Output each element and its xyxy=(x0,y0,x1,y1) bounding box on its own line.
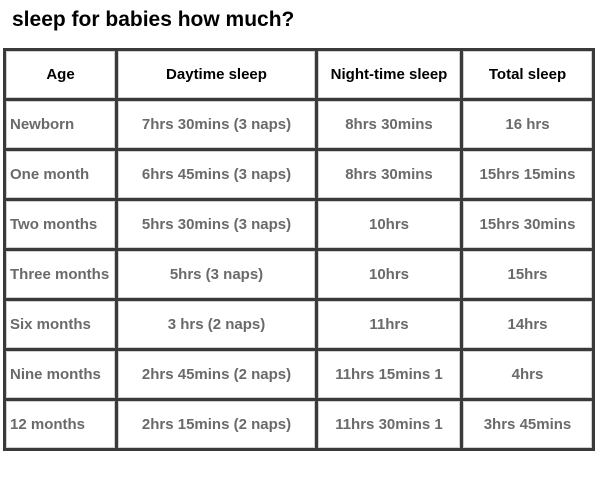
column-header: Daytime sleep xyxy=(115,48,318,101)
sleep-cell: 2hrs 45mins (2 naps) xyxy=(115,348,318,401)
sleep-cell: 8hrs 30mins xyxy=(315,98,463,151)
age-cell: Two months xyxy=(3,198,118,251)
table-row: Newborn 7hrs 30mins (3 naps) 8hrs 30mins 16… xyxy=(3,98,595,151)
sleep-cell: 4hrs xyxy=(460,348,595,401)
sleep-cell: 3hrs 45mins xyxy=(460,398,595,451)
sleep-cell: 15hrs 30mins xyxy=(460,198,595,251)
table-row: Three months 5hrs (3 naps) 10hrs 15hrs xyxy=(3,248,595,301)
sleep-cell: 7hrs 30mins (3 naps) xyxy=(115,98,318,151)
sleep-cell: 5hrs 30mins (3 naps) xyxy=(115,198,318,251)
sleep-cell: 14hrs xyxy=(460,298,595,351)
age-cell: Nine months xyxy=(3,348,118,401)
page-title: sleep for babies how much? xyxy=(12,8,295,31)
age-cell: Three months xyxy=(3,248,118,301)
age-cell: 12 months xyxy=(3,398,118,451)
sleep-cell: 3 hrs (2 naps) xyxy=(115,298,318,351)
sleep-cell: 6hrs 45mins (3 naps) xyxy=(115,148,318,201)
sleep-cell: 10hrs xyxy=(315,198,463,251)
sleep-cell: 10hrs xyxy=(315,248,463,301)
age-cell: Six months xyxy=(3,298,118,351)
column-header: Age xyxy=(3,48,118,101)
table-row: One month 6hrs 45mins (3 naps) 8hrs 30mins… xyxy=(3,148,595,201)
table-row: 12 months 2hrs 15mins (2 naps) 11hrs 30min… xyxy=(3,398,595,451)
sleep-cell: 15hrs 15mins xyxy=(460,148,595,201)
table-body: Newborn 7hrs 30mins (3 naps) 8hrs 30mins 16… xyxy=(3,98,595,451)
table-row: Six months 3 hrs (2 naps) 11hrs 14hrs xyxy=(3,298,595,351)
sleep-cell: 11hrs 15mins 1 xyxy=(315,348,463,401)
header-row: Age Daytime sleep Night-time sleep Total sl… xyxy=(3,48,595,101)
column-header: Night-time sleep xyxy=(315,48,463,101)
sleep-cell: 15hrs xyxy=(460,248,595,301)
age-cell: Newborn xyxy=(3,98,118,151)
table-row: Two months 5hrs 30mins (3 naps) 10hrs 15hrs… xyxy=(3,198,595,251)
sleep-table: Age Daytime sleep Night-time sleep Total sl… xyxy=(3,48,595,451)
sleep-cell: 11hrs 30mins 1 xyxy=(315,398,463,451)
sleep-cell: 8hrs 30mins xyxy=(315,148,463,201)
sleep-cell: 2hrs 15mins (2 naps) xyxy=(115,398,318,451)
age-cell: One month xyxy=(3,148,118,201)
sleep-cell: 16 hrs xyxy=(460,98,595,151)
table-row: Nine months 2hrs 45mins (2 naps) 11hrs 15m… xyxy=(3,348,595,401)
column-header: Total sleep xyxy=(460,48,595,101)
sleep-cell: 5hrs (3 naps) xyxy=(115,248,318,301)
sleep-cell: 11hrs xyxy=(315,298,463,351)
table-head: Age Daytime sleep Night-time sleep Total sl… xyxy=(3,48,595,101)
